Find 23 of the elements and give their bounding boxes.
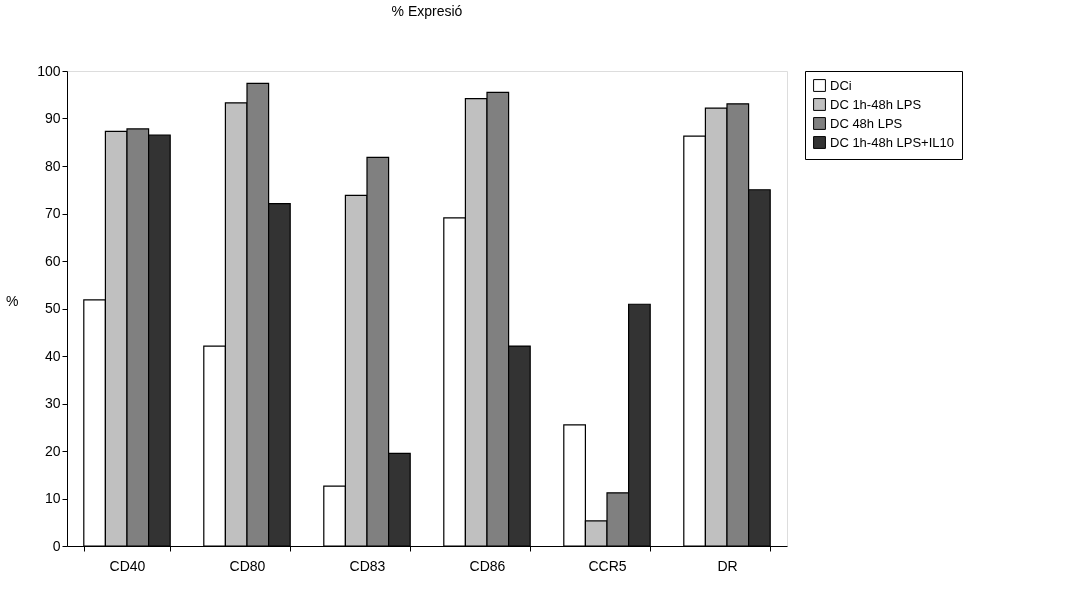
y-tick-label: 80 (44, 157, 61, 174)
y-tick-label: 50 (44, 300, 61, 316)
y-tick-label: 100 (37, 62, 61, 79)
legend-label: DC 1h-48h LPS+IL10 (830, 134, 954, 150)
y-tick-label: 60 (44, 252, 61, 269)
chart-title: % Expresió (391, 3, 463, 19)
x-tick-label: CD80 (229, 557, 266, 574)
legend-label: DC 48h LPS (830, 115, 903, 131)
x-tick-label: CD83 (349, 557, 386, 574)
y-tick-label: 10 (44, 490, 61, 506)
y-axis-title: % (5, 293, 19, 309)
x-tick-label: CD40 (109, 557, 146, 574)
y-tick-label: 0 (52, 537, 61, 554)
y-tick-label: 20 (44, 442, 61, 459)
legend-label: DCi (830, 77, 852, 93)
x-tick-label: CD86 (469, 557, 506, 574)
y-tick-label: 30 (44, 395, 61, 411)
legend-label: DC 1h-48h LPS (830, 96, 922, 112)
x-tick-label: DR (717, 557, 738, 574)
y-tick-label: 70 (44, 205, 61, 221)
y-tick-label: 90 (44, 110, 61, 126)
x-tick-label: CCR5 (588, 557, 627, 574)
y-tick-label: 40 (44, 347, 61, 364)
